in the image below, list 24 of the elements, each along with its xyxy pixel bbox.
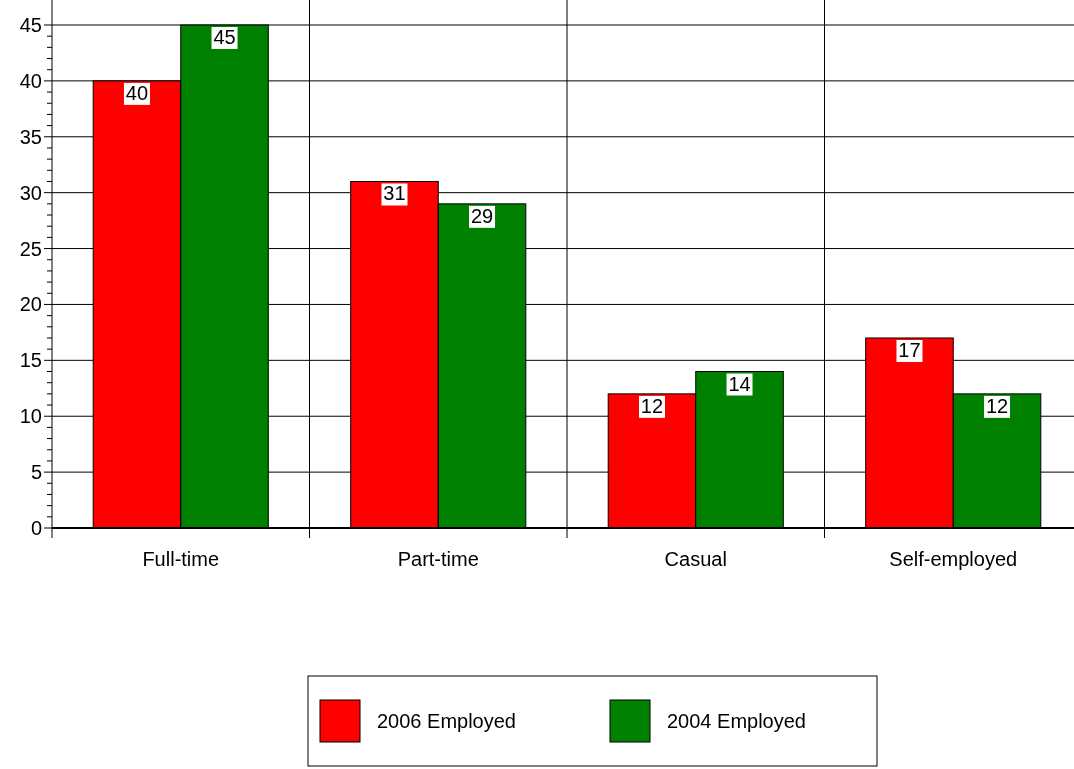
y-tick-label: 45 [19, 14, 42, 36]
data-label: 17 [898, 338, 921, 361]
data-label: 45 [213, 26, 236, 48]
data-label: 29 [470, 204, 494, 227]
y-tick-label: 10 [19, 405, 42, 428]
data-label: 31 [383, 182, 406, 205]
data-label: 12 [640, 394, 664, 417]
x-tick-label: Part-time [397, 548, 479, 570]
legend-label: 2006 Employed [377, 710, 516, 732]
x-tick-label: Full-time [142, 548, 220, 570]
data-label: 12 [985, 394, 1009, 417]
legend-label: 2004 Employed [667, 710, 806, 732]
y-tick-label: 0 [30, 517, 42, 539]
y-tick-label: 25 [19, 237, 42, 260]
y-tick-label: 40 [19, 69, 42, 92]
y-tick-label: 15 [19, 349, 42, 372]
data-label: 40 [125, 81, 149, 104]
y-tick-label: 5 [30, 461, 42, 484]
y-tick-label: 30 [19, 181, 42, 204]
y-tick-label: 20 [19, 293, 42, 316]
x-tick-label: Self-employed [889, 548, 1018, 570]
x-tick-label: Casual [664, 548, 727, 570]
data-label: 14 [728, 372, 751, 395]
y-tick-label: 35 [19, 125, 42, 148]
